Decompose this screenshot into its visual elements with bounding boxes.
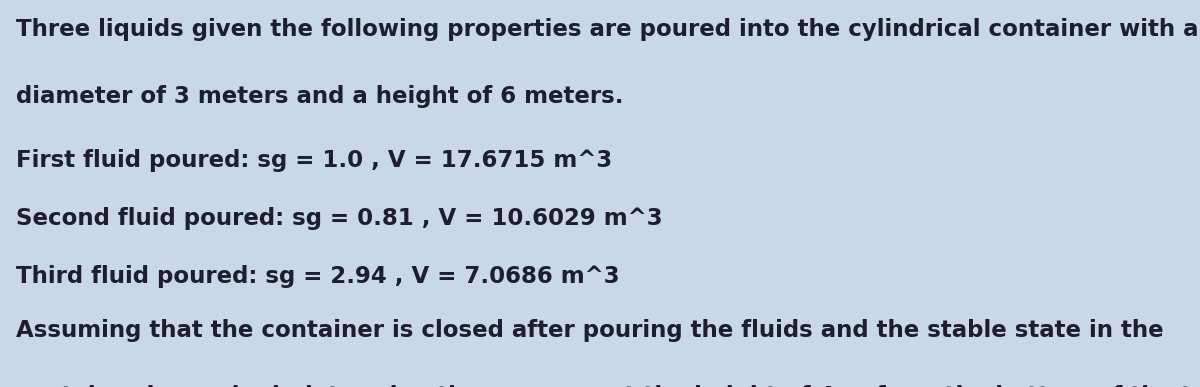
Text: diameter of 3 meters and a height of 6 meters.: diameter of 3 meters and a height of 6 m… bbox=[16, 86, 623, 108]
Text: container is reached, determine the pressure at the height of 4-m from the botto: container is reached, determine the pres… bbox=[16, 385, 1200, 387]
Text: First fluid poured: sg = 1.0 , V = 17.6715 m^3: First fluid poured: sg = 1.0 , V = 17.67… bbox=[16, 149, 612, 172]
Text: Third fluid poured: sg = 2.94 , V = 7.0686 m^3: Third fluid poured: sg = 2.94 , V = 7.06… bbox=[16, 265, 619, 288]
Text: Second fluid poured: sg = 0.81 , V = 10.6029 m^3: Second fluid poured: sg = 0.81 , V = 10.… bbox=[16, 207, 662, 230]
Text: Assuming that the container is closed after pouring the fluids and the stable st: Assuming that the container is closed af… bbox=[16, 320, 1163, 342]
Text: Three liquids given the following properties are poured into the cylindrical con: Three liquids given the following proper… bbox=[16, 18, 1198, 41]
